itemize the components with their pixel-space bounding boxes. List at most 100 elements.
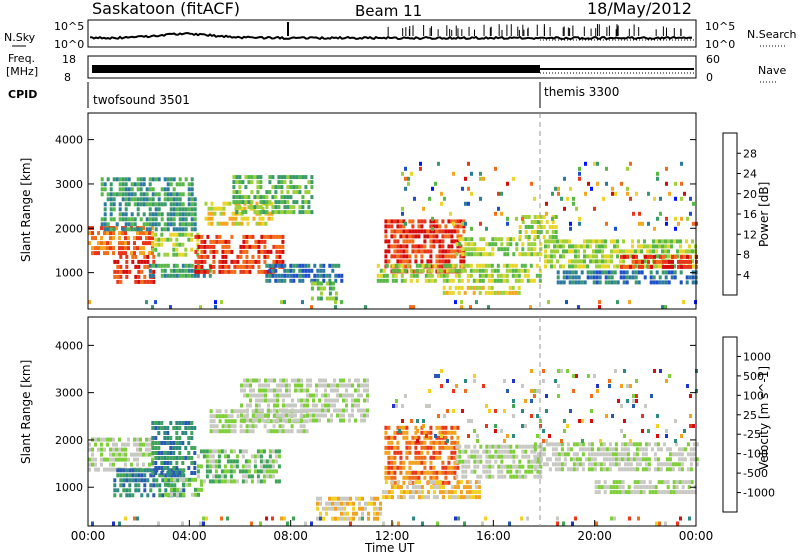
data-cell xyxy=(157,207,161,212)
colorbar-tick-label: 12 xyxy=(743,228,757,241)
data-cell xyxy=(396,219,400,224)
data-cell xyxy=(394,278,398,283)
data-cell xyxy=(568,259,571,264)
data-cell xyxy=(438,425,442,430)
data-cell xyxy=(175,461,179,465)
data-cell xyxy=(447,455,451,460)
data-cell xyxy=(200,254,204,259)
data-cell xyxy=(689,196,692,201)
data-cell xyxy=(450,435,454,440)
data-cell xyxy=(557,369,560,373)
data-cell xyxy=(411,224,415,229)
data-cell xyxy=(665,259,668,264)
data-cell xyxy=(241,180,245,185)
data-cell xyxy=(625,249,628,254)
data-cell xyxy=(481,521,484,526)
data-cell xyxy=(220,300,223,305)
data-cell xyxy=(379,511,382,516)
data-cell xyxy=(274,200,278,205)
data-cell xyxy=(506,454,510,459)
data-cell xyxy=(438,445,442,450)
data-cell xyxy=(322,273,326,278)
data-cell xyxy=(152,259,156,264)
data-cell xyxy=(667,239,670,244)
data-cell xyxy=(419,161,422,166)
data-cell xyxy=(681,485,685,490)
data-cell xyxy=(260,234,264,239)
data-cell xyxy=(203,259,207,264)
data-cell xyxy=(514,278,518,283)
data-cell xyxy=(607,270,611,275)
data-cell xyxy=(136,462,139,467)
data-cell xyxy=(175,202,179,207)
data-cell xyxy=(127,457,130,462)
data-cell xyxy=(496,263,500,268)
data-cell xyxy=(427,278,431,283)
data-cell xyxy=(617,462,621,467)
data-cell xyxy=(424,278,428,283)
data-cell xyxy=(578,457,582,462)
data-cell xyxy=(662,462,666,467)
data-cell xyxy=(304,263,308,268)
data-cell xyxy=(169,273,173,278)
data-cell xyxy=(637,239,640,244)
data-cell xyxy=(608,379,611,383)
data-cell xyxy=(155,468,159,473)
data-cell xyxy=(506,389,509,393)
data-cell xyxy=(623,434,626,438)
data-cell xyxy=(145,202,149,207)
data-cell xyxy=(642,490,646,495)
data-cell xyxy=(663,480,667,485)
data-cell xyxy=(295,185,299,190)
data-cell xyxy=(442,273,446,278)
data-cell xyxy=(348,393,351,398)
data-cell xyxy=(271,210,275,215)
data-cell xyxy=(292,263,296,268)
data-cell xyxy=(652,264,655,269)
data-cell xyxy=(432,440,436,445)
data-cell xyxy=(387,259,391,264)
data-cell xyxy=(319,296,323,301)
data-cell xyxy=(194,477,197,482)
data-cell xyxy=(256,210,260,215)
data-cell xyxy=(200,244,204,249)
data-cell xyxy=(286,195,290,200)
data-cell xyxy=(302,424,306,429)
data-cell xyxy=(667,249,670,254)
data-cell xyxy=(190,197,194,202)
data-cell xyxy=(604,270,608,275)
data-cell xyxy=(587,452,591,457)
data-cell xyxy=(485,469,489,474)
data-cell xyxy=(611,452,615,457)
data-cell xyxy=(291,378,294,383)
data-cell xyxy=(318,408,321,413)
data-cell xyxy=(414,470,418,475)
data-cell xyxy=(506,434,509,438)
data-cell xyxy=(664,280,668,285)
data-cell xyxy=(435,450,439,455)
data-cell xyxy=(288,418,291,423)
data-cell xyxy=(187,426,191,430)
data-cell xyxy=(611,186,614,191)
data-cell xyxy=(181,461,185,465)
data-cell xyxy=(429,259,433,264)
data-cell xyxy=(205,469,209,474)
data-cell xyxy=(357,383,360,388)
data-cell xyxy=(680,457,684,462)
data-cell xyxy=(402,460,406,465)
data-cell xyxy=(571,259,574,264)
data-cell xyxy=(193,451,197,455)
data-cell xyxy=(621,480,625,485)
data-cell xyxy=(515,454,519,459)
data-cell xyxy=(121,241,124,246)
data-cell xyxy=(598,259,601,264)
data-cell xyxy=(453,475,457,480)
data-cell xyxy=(148,273,152,278)
data-cell xyxy=(271,516,274,521)
data-cell xyxy=(179,487,182,492)
data-cell xyxy=(408,440,412,445)
data-cell xyxy=(118,212,122,217)
data-cell xyxy=(199,305,202,310)
data-cell xyxy=(247,474,251,479)
data-cell xyxy=(407,181,410,186)
